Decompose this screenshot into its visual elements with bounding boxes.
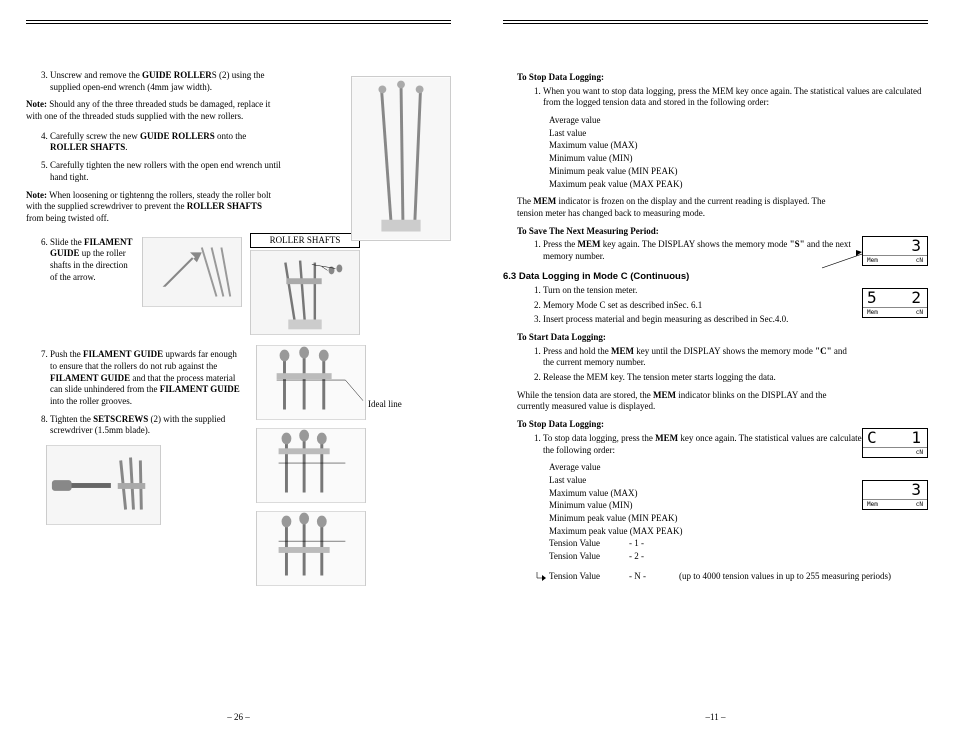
step-6: Slide the FILAMENT GUIDE up the roller s… xyxy=(50,237,134,284)
figure-roller-shafts xyxy=(250,250,360,335)
start-step-2: Release the MEM key. The tension meter s… xyxy=(543,372,853,384)
right-content: To Stop Data Logging: When you want to s… xyxy=(503,40,928,582)
page-number-left: – 26 – xyxy=(0,712,477,722)
start-heading: To Start Data Logging: xyxy=(517,332,928,344)
step-8: Tighten the SETSCREWS (2) with the suppl… xyxy=(50,414,246,437)
stop1-text: When you want to stop data logging, pres… xyxy=(543,86,928,109)
lcd-display-2: 52 MemcN xyxy=(862,288,928,318)
section-6-3-heading: 6.3 Data Logging in Mode C (Continuous) xyxy=(503,271,928,283)
arrow-icon xyxy=(535,572,547,582)
figure-top-rollers xyxy=(351,76,451,241)
header-rules xyxy=(26,20,451,24)
figure-arrow xyxy=(142,237,242,307)
save-step: Press the MEM key again. The DISPLAY sho… xyxy=(543,239,853,262)
callout-line-1 xyxy=(822,250,862,270)
note-2: Note: When loosening or tightenng the ro… xyxy=(26,190,281,225)
step-3: Unscrew and remove the GUIDE ROLLERS (2)… xyxy=(50,70,281,93)
step-5: Carefully tighten the new rollers with t… xyxy=(50,160,281,183)
figure-ideal-line xyxy=(256,345,366,420)
step-4: Carefully screw the new GUIDE ROLLERS on… xyxy=(50,131,281,154)
header-rules-right xyxy=(503,20,928,24)
page-left: Unscrew and remove the GUIDE ROLLERS (2)… xyxy=(0,0,477,738)
step-7: Push the FILAMENT GUIDE upwards far enou… xyxy=(50,349,246,407)
note-1: Note: Should any of the three threaded s… xyxy=(26,99,281,122)
left-content: Unscrew and remove the GUIDE ROLLERS (2)… xyxy=(26,40,451,586)
lcd-display-1: 3 MemcN xyxy=(862,236,928,266)
start-step-1: Press and hold the MEM key until the DIS… xyxy=(543,346,853,369)
page-right: To Stop Data Logging: When you want to s… xyxy=(477,0,954,738)
while-para: While the tension data are stored, the M… xyxy=(517,390,827,413)
roller-shafts-label: ROLLER SHAFTS xyxy=(250,233,360,249)
values-list-1: Average value Last value Maximum value (… xyxy=(517,115,928,190)
mem-para: The MEM indicator is frozen on the displ… xyxy=(517,196,827,219)
page-number-right: –11 – xyxy=(477,712,954,722)
figure-screwdriver xyxy=(46,445,161,525)
ideal-line-label: Ideal line xyxy=(368,399,408,411)
lcd-display-3: C1 cN xyxy=(862,428,928,458)
figure-stack-2 xyxy=(256,428,366,503)
figure-stack-3 xyxy=(256,511,366,586)
stop1-heading: To Stop Data Logging: xyxy=(517,72,928,84)
lcd-display-4: 3 MemcN xyxy=(862,480,928,510)
